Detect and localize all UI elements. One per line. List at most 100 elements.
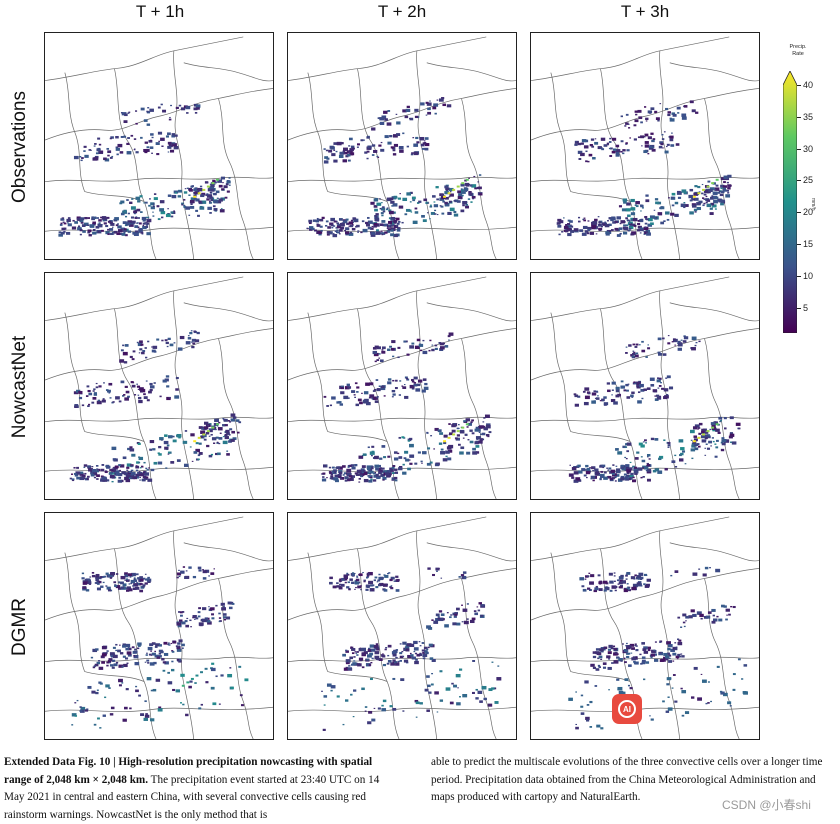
- rain-cell: [595, 668, 600, 671]
- rain-cell: [460, 209, 465, 213]
- rain-cell: [657, 337, 662, 341]
- rain-cell: [127, 220, 133, 224]
- rain-cell: [85, 589, 90, 592]
- rain-cell: [481, 432, 486, 436]
- rain-cell: [129, 355, 133, 359]
- rain-cell: [172, 688, 176, 692]
- rain-cell: [600, 650, 604, 653]
- rain-cell: [577, 142, 582, 146]
- rain-cell: [350, 693, 353, 696]
- rain-cell: [458, 696, 461, 698]
- rain-cell: [176, 459, 181, 462]
- convective-core: [461, 182, 465, 185]
- rain-cell: [340, 385, 345, 388]
- rain-cell: [394, 144, 397, 146]
- rain-cell: [449, 616, 452, 619]
- rain-cell: [683, 206, 686, 209]
- boundary-line: [531, 88, 759, 141]
- rain-cell: [381, 346, 386, 350]
- rain-cell: [325, 220, 329, 223]
- rain-cell: [147, 478, 153, 482]
- rain-cell: [134, 394, 137, 396]
- rain-cell: [190, 330, 193, 332]
- rain-cell: [404, 646, 410, 650]
- rain-cell: [386, 471, 389, 473]
- rain-cell: [340, 142, 344, 145]
- rain-cell: [577, 216, 581, 219]
- rain-cell: [409, 437, 413, 441]
- rain-cell: [320, 230, 323, 232]
- rain-cell: [640, 204, 644, 208]
- rain-cell: [132, 233, 135, 235]
- rain-cell: [634, 457, 639, 460]
- rain-cell: [371, 154, 375, 156]
- rain-cell: [612, 221, 616, 224]
- rain-cell: [137, 394, 140, 396]
- rain-cell: [97, 717, 100, 720]
- rain-cell: [127, 137, 130, 139]
- rain-cell: [631, 647, 635, 650]
- rain-cell: [166, 396, 171, 401]
- rain-cell: [570, 230, 575, 233]
- rain-cell: [728, 184, 732, 187]
- rain-cell: [112, 231, 115, 234]
- rain-cell: [202, 607, 207, 611]
- boundary-line: [531, 36, 730, 81]
- rain-cell: [105, 585, 108, 587]
- rain-cell: [197, 615, 201, 618]
- rain-cell: [625, 143, 628, 145]
- rain-cell: [638, 344, 641, 346]
- rain-cell: [222, 182, 224, 184]
- rain-cell: [184, 620, 188, 623]
- rain-cell: [96, 661, 101, 665]
- rain-cell: [393, 219, 398, 223]
- rain-cell: [651, 649, 656, 653]
- rain-cell: [194, 339, 200, 343]
- rain-cell: [635, 645, 638, 647]
- rain-cell: [175, 376, 179, 380]
- rain-cell: [380, 148, 385, 152]
- rain-cell: [71, 478, 75, 481]
- rain-cell: [392, 355, 395, 358]
- rain-cell: [382, 655, 386, 658]
- rain-cell: [607, 475, 612, 479]
- rain-cell: [191, 338, 197, 342]
- rain-cell: [180, 673, 185, 677]
- rain-cell: [419, 136, 425, 141]
- rain-cell: [118, 469, 122, 472]
- rain-cell: [393, 451, 398, 454]
- rain-cell: [86, 385, 90, 388]
- rain-cell: [438, 98, 444, 102]
- rain-cell: [171, 660, 174, 663]
- rain-cell: [379, 359, 384, 363]
- rain-cell: [697, 697, 702, 701]
- rain-cell: [174, 192, 178, 194]
- rain-cell: [700, 617, 703, 620]
- rain-cell: [198, 188, 203, 192]
- rain-cell: [179, 335, 185, 340]
- rain-cell: [613, 575, 616, 577]
- rain-cell: [670, 212, 675, 216]
- rain-cell: [218, 184, 223, 188]
- rain-cell: [384, 223, 389, 227]
- rain-cell: [152, 211, 154, 213]
- rain-cell: [136, 573, 139, 576]
- rain-cell: [158, 652, 162, 655]
- rain-cell: [468, 177, 470, 179]
- rain-cell: [713, 421, 718, 425]
- rain-cell: [615, 469, 621, 474]
- rain-cell: [646, 478, 651, 482]
- rain-cell: [638, 116, 643, 120]
- ai-badge-icon[interactable]: AI: [612, 694, 642, 724]
- rain-cell: [622, 445, 626, 449]
- rain-cell: [725, 608, 730, 612]
- rain-cell: [626, 442, 632, 446]
- rain-cell: [655, 201, 659, 205]
- rain-cell: [409, 462, 413, 465]
- rain-cell: [378, 357, 381, 359]
- rain-cell: [725, 194, 731, 198]
- rain-cell: [698, 432, 702, 435]
- panel-dgmr-t1h: [44, 512, 274, 740]
- rain-cell: [184, 188, 187, 190]
- rain-cell: [103, 157, 107, 161]
